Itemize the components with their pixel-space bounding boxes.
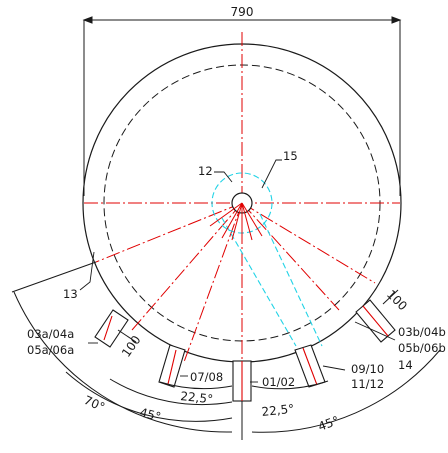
label-03b-04b: 03b/04b: [398, 325, 446, 339]
callout-12: 12: [198, 164, 213, 178]
angle-45-left-label: 45°: [138, 405, 162, 424]
right-nozzle-length-label: 100: [384, 287, 410, 313]
nozzle-03b-04b: [355, 299, 396, 343]
label-05b-06b: 05b/06b: [398, 341, 446, 355]
label-03a-04a: 03a/04a: [27, 327, 74, 341]
nozzle-09-10: [294, 344, 326, 388]
angle-22-left-label: 22,5°: [180, 389, 214, 406]
label-05a-06a: 05a/06a: [27, 343, 74, 357]
label-01-02: 01/02: [262, 375, 295, 389]
nozzle-01-02: [232, 360, 252, 402]
length-dimensions: [117, 289, 399, 343]
callout-13: 13: [63, 287, 78, 301]
width-dimension: [82, 16, 402, 196]
nozzle-03a-04a: [94, 309, 129, 348]
angle-45-right-label: 45°: [316, 413, 341, 433]
cyan-features: [211, 172, 323, 347]
left-nozzle-length-label: 100: [119, 333, 144, 360]
leader-lines: [79, 159, 396, 383]
angle-dimensions: [11, 261, 441, 440]
callout-14: 14: [398, 358, 413, 372]
angle-22-right-label: 22,5°: [261, 402, 295, 419]
label-09-10: 09/10: [351, 362, 384, 376]
label-11-12: 11/12: [351, 377, 384, 391]
nozzle-07-08: [158, 344, 186, 388]
label-07-08: 07/08: [190, 370, 223, 384]
callout-15: 15: [283, 149, 298, 163]
hub-spokes: [209, 202, 263, 242]
width-dimension-label: 790: [231, 5, 254, 19]
